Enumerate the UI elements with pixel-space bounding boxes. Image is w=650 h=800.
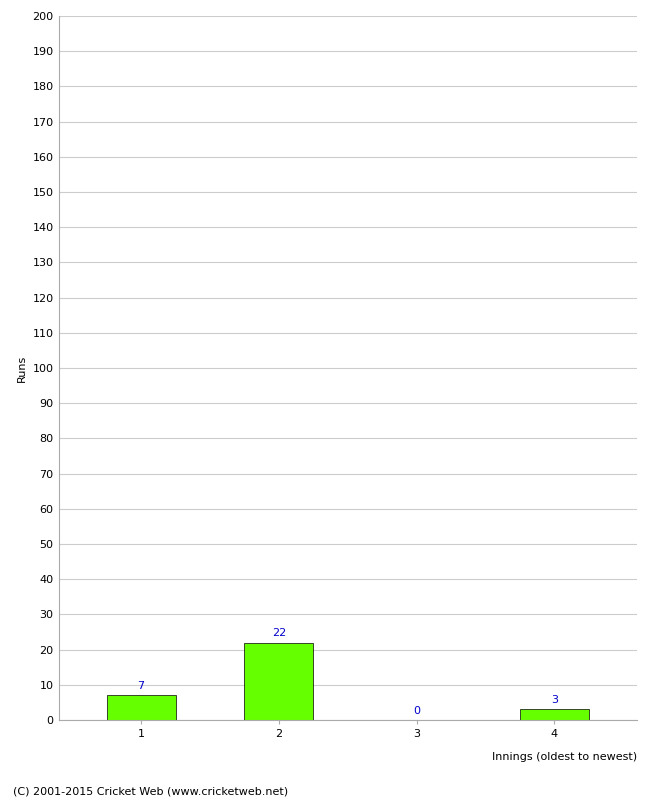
Text: 3: 3 [551, 695, 558, 706]
Y-axis label: Runs: Runs [17, 354, 27, 382]
X-axis label: Innings (oldest to newest): Innings (oldest to newest) [492, 752, 637, 762]
Text: (C) 2001-2015 Cricket Web (www.cricketweb.net): (C) 2001-2015 Cricket Web (www.cricketwe… [13, 786, 288, 796]
Text: 0: 0 [413, 706, 420, 716]
Text: 7: 7 [138, 681, 145, 691]
Bar [244, 642, 313, 720]
Bar [520, 710, 589, 720]
Bar [107, 695, 176, 720]
Text: 22: 22 [272, 628, 286, 638]
